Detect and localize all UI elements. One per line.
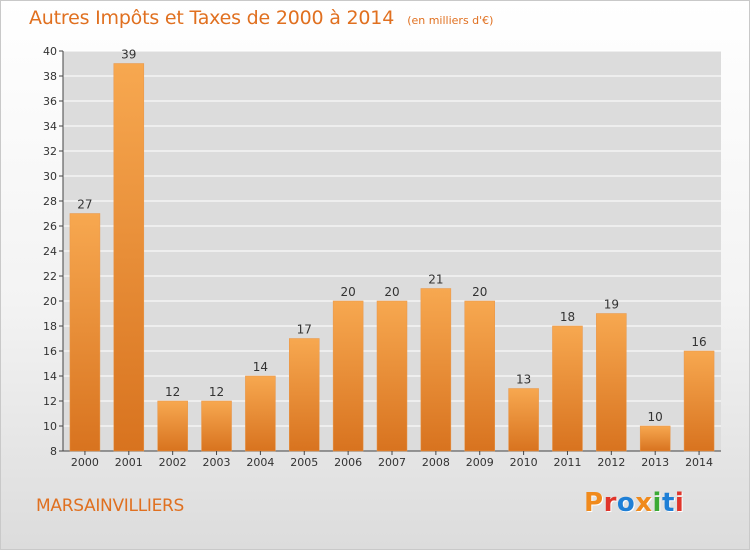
data-label: 12: [165, 385, 180, 399]
y-tick-label: 16: [43, 345, 57, 358]
y-tick-label: 24: [43, 245, 57, 258]
x-tick-label: 2013: [641, 456, 669, 469]
x-tick-label: 2007: [378, 456, 406, 469]
chart-subtitle: (en milliers d'€): [407, 14, 494, 27]
x-tick-label: 2005: [290, 456, 318, 469]
title-row: Autres Impôts et Taxes de 2000 à 2014 (e…: [29, 7, 493, 29]
logo-letter: i: [652, 488, 662, 518]
data-label: 19: [604, 298, 619, 312]
y-tick-label: 12: [43, 395, 57, 408]
bar: [289, 338, 320, 452]
data-label: 17: [297, 323, 312, 337]
y-tick-label: 20: [43, 295, 57, 308]
data-label: 16: [691, 335, 706, 349]
y-tick-label: 34: [43, 120, 57, 133]
city-name: MARSAINVILLIERS: [36, 496, 185, 516]
data-label: 20: [472, 285, 487, 299]
data-label: 10: [648, 410, 663, 424]
y-tick-label: 32: [43, 145, 57, 158]
data-label: 14: [253, 360, 268, 374]
bar: [201, 400, 232, 452]
x-tick-label: 2010: [510, 456, 538, 469]
data-label: 18: [560, 310, 575, 324]
logo-letter: t: [661, 488, 675, 518]
logo-letter: x: [635, 488, 653, 518]
x-tick-label: 2011: [553, 456, 581, 469]
x-tick-label: 2012: [597, 456, 625, 469]
bar: [69, 213, 101, 452]
data-label: 27: [77, 198, 92, 212]
x-tick-label: 2004: [246, 456, 274, 469]
bar: [245, 375, 276, 452]
logo-letter: P: [584, 488, 604, 518]
x-tick-label: 2003: [203, 456, 231, 469]
bar: [683, 350, 715, 452]
bar: [639, 425, 671, 452]
data-label: 39: [121, 48, 136, 62]
y-tick-label: 28: [43, 195, 57, 208]
bar: [332, 300, 364, 452]
data-label: 12: [209, 385, 224, 399]
bar: [508, 388, 539, 452]
x-tick-label: 2009: [466, 456, 494, 469]
y-tick-label: 36: [43, 95, 57, 108]
y-tick-label: 26: [43, 220, 57, 233]
x-tick-label: 2001: [115, 456, 143, 469]
y-tick-label: 38: [43, 70, 57, 83]
bar: [420, 288, 452, 452]
y-tick-label: 30: [43, 170, 57, 183]
y-tick-label: 40: [43, 45, 57, 58]
logo-letter: i: [674, 488, 685, 518]
proxiti-logo: Proxiti: [584, 488, 684, 518]
bar: [376, 300, 408, 452]
x-tick-label: 2002: [159, 456, 187, 469]
y-tick-label: 18: [43, 320, 57, 333]
bar: [552, 325, 583, 452]
data-label: 21: [428, 273, 443, 287]
logo-letter: r: [603, 488, 617, 518]
data-label: 20: [384, 285, 399, 299]
bar: [157, 400, 188, 452]
logo-letter: o: [616, 488, 636, 518]
y-tick-label: 22: [43, 270, 57, 283]
x-tick-label: 2008: [422, 456, 450, 469]
x-tick-label: 2000: [71, 456, 99, 469]
bar: [596, 313, 627, 452]
data-label: 13: [516, 373, 531, 387]
y-tick-label: 8: [50, 445, 57, 458]
y-tick-label: 14: [43, 370, 57, 383]
x-tick-label: 2006: [334, 456, 362, 469]
data-label: 20: [340, 285, 355, 299]
chart-title: Autres Impôts et Taxes de 2000 à 2014: [29, 7, 395, 29]
bar: [113, 63, 145, 452]
x-tick-label: 2014: [685, 456, 713, 469]
bar: [464, 300, 495, 452]
y-tick-label: 10: [43, 420, 57, 433]
